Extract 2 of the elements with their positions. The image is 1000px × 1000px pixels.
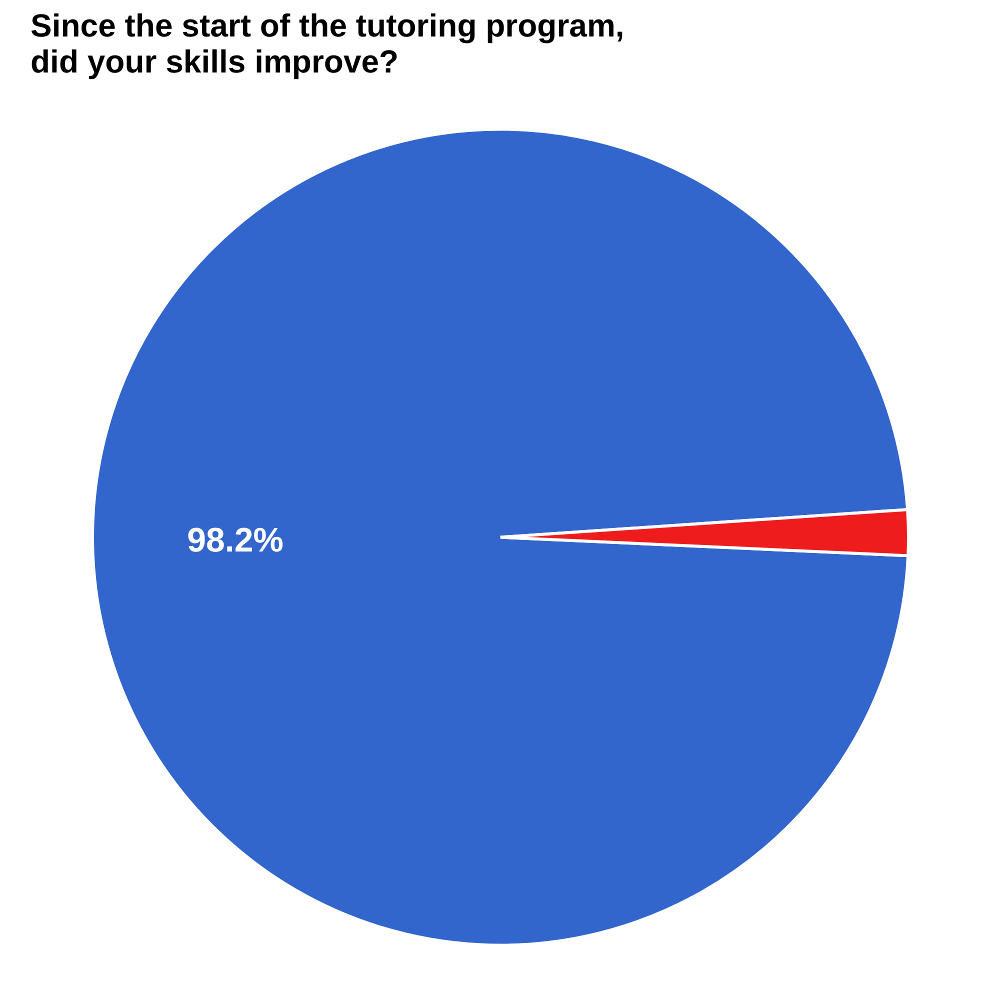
chart-title: Since the start of the tutoring program, did your skills improve?	[30, 8, 624, 80]
data-label: 98.2%	[187, 521, 284, 560]
